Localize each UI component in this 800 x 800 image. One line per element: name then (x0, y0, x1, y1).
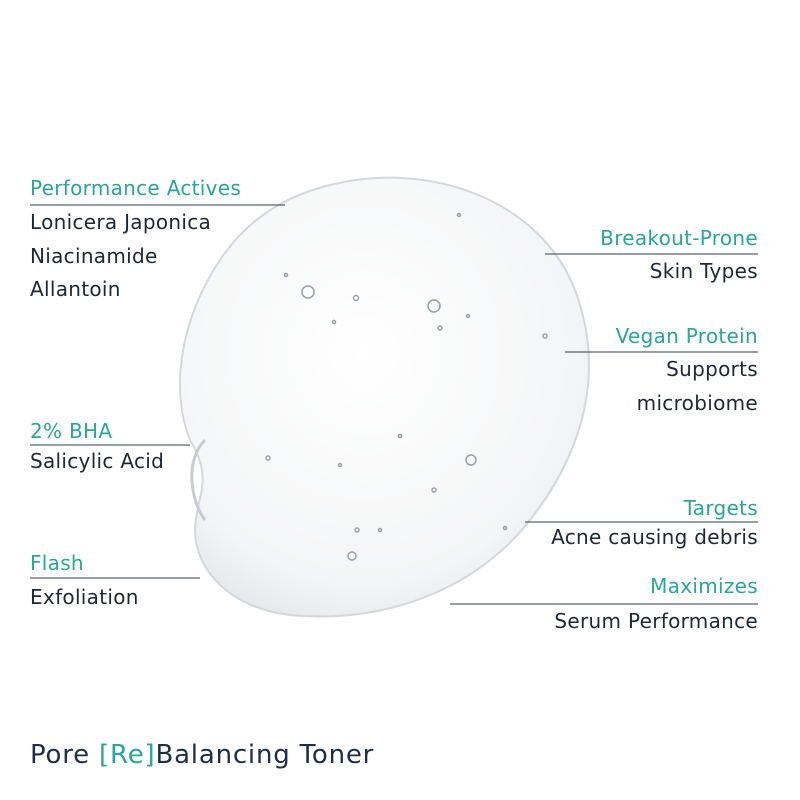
callout-heading: Maximizes (650, 574, 758, 598)
callout-text: Acne causing debris (551, 525, 758, 549)
leader-lines (30, 204, 758, 605)
callout-text: Supports (666, 357, 758, 381)
callout-heading: Targets (683, 496, 758, 520)
title-part: Pore (30, 740, 100, 770)
callout-text: Niacinamide (30, 244, 158, 268)
title-part: Balancing Toner (155, 740, 375, 770)
callout-text: Salicylic Acid (30, 449, 165, 473)
blob-edge (190, 438, 207, 521)
callout-text: Serum Performance (554, 609, 758, 633)
callout-text: Lonicera Japonica (30, 210, 212, 234)
callout-text: Exfoliation (30, 585, 139, 609)
bubbles (265, 212, 548, 561)
callout-heading: Flash (30, 551, 84, 575)
title-part: [Re] (99, 740, 156, 770)
callout-text: microbiome (636, 391, 758, 415)
callout-heading: Performance Actives (30, 176, 242, 200)
title: Pore [Re]Balancing Toner (30, 740, 374, 770)
callout-heading: 2% BHA (30, 419, 113, 443)
callout-heading: Breakout-Prone (600, 226, 758, 250)
callout-text: Allantoin (30, 277, 121, 301)
gel-blob (179, 176, 590, 618)
callout-heading: Vegan Protein (615, 324, 758, 348)
callout-text: Skin Types (649, 259, 758, 283)
